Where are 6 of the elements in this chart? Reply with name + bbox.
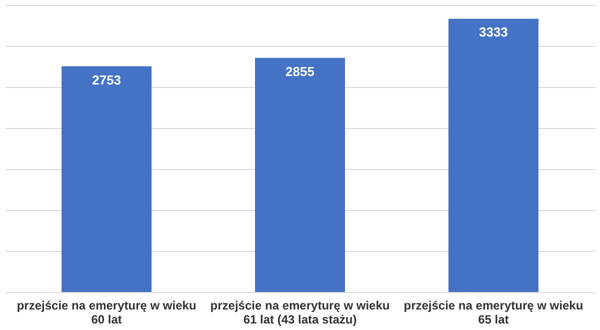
x-tick-label: przejście na emeryturę w wieku 65 lat — [404, 298, 584, 326]
data-label: 2753 — [92, 72, 122, 88]
data-label: 3333 — [478, 24, 508, 40]
data-label: 2855 — [286, 64, 314, 79]
x-tick-label: przejście na emeryturę w wieku 61 lat (43 lata stażu) — [210, 298, 390, 326]
x-tick-label: przejście na emeryturę w wieku 60 lat — [16, 298, 196, 326]
